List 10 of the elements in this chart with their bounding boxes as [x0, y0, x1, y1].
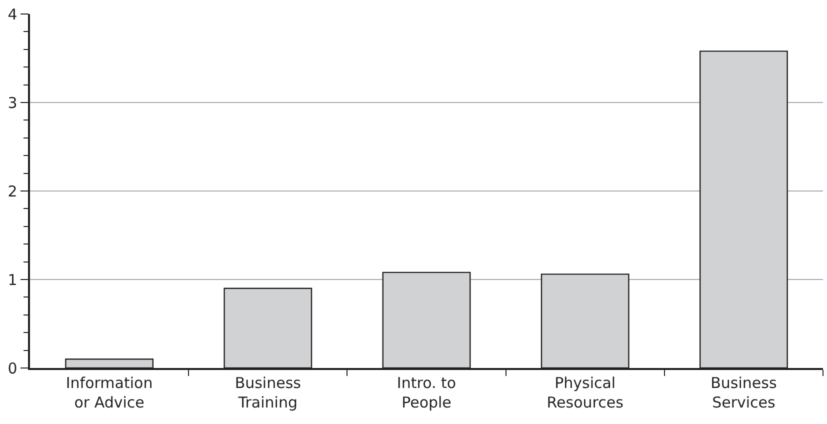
x-tick-label: Physical Resources: [546, 374, 624, 412]
x-tick-label: Information or Advice: [66, 374, 153, 412]
y-tick-label: 2: [8, 182, 18, 200]
y-tick-label: 1: [8, 270, 18, 289]
x-tick-label: Business Services: [710, 374, 777, 412]
y-tick-label: 0: [8, 359, 18, 378]
y-tick-label: 4: [8, 5, 18, 24]
y-tick-label: 3: [8, 94, 18, 112]
x-tick-label: Business Training: [234, 374, 302, 412]
x-tick-label: Intro. to People: [396, 374, 456, 412]
